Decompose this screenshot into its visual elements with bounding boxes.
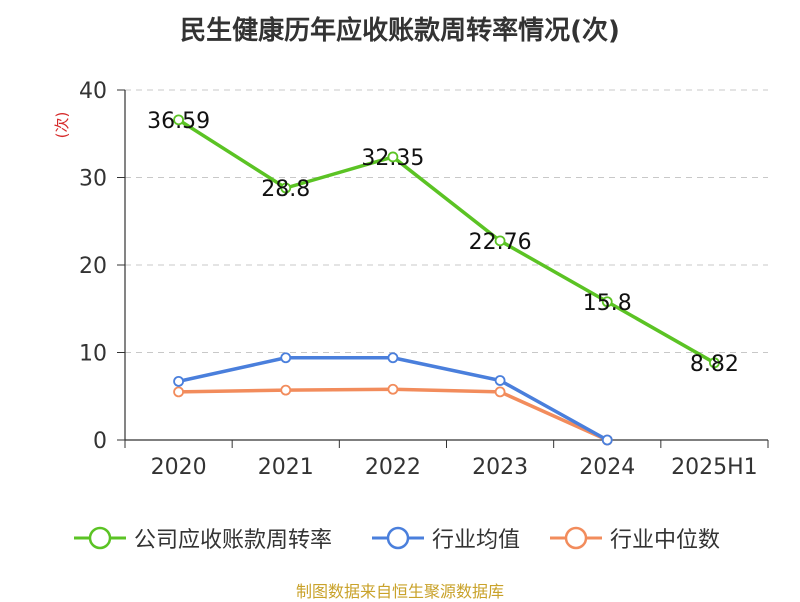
data-point [173, 375, 184, 387]
data-point [173, 386, 184, 398]
legend-marker-icon [372, 526, 424, 550]
y-tick-label: 40 [79, 79, 107, 104]
legend: 公司应收账款周转率 行业均值 行业中位数 [0, 520, 800, 560]
axes: 0 10 20 30 40 2020 2021 2022 2023 2024 2025H1 (次) [53, 79, 769, 480]
x-tick-label: 2021 [258, 455, 314, 480]
data-point [387, 383, 399, 395]
data-point [601, 434, 613, 446]
x-tick-label: 2024 [579, 455, 635, 480]
y-tick-label: 10 [79, 342, 107, 367]
data-point [280, 182, 292, 194]
series [173, 114, 720, 446]
x-tick-label: 2023 [472, 455, 528, 480]
legend-label: 行业中位数 [610, 528, 721, 553]
legend-item[interactable]: 公司应收账款周转率 [72, 520, 332, 556]
data-label: 22.76 [469, 230, 532, 255]
legend-marker-icon [550, 526, 602, 550]
data-point [494, 235, 506, 247]
y-axis-label: (次) [53, 112, 71, 139]
data-point [387, 151, 399, 163]
legend-label: 行业均值 [432, 528, 521, 553]
legend-marker-icon [74, 526, 126, 550]
data-point [494, 386, 506, 398]
series-line [178, 387, 608, 442]
x-tick-label: 2025H1 [671, 455, 758, 480]
source-note: 制图数据来自恒生聚源数据库 [295, 582, 504, 601]
series-line [178, 356, 609, 442]
y-tick-label: 0 [93, 429, 107, 454]
data-label: 8.82 [690, 352, 739, 377]
data-point [601, 296, 613, 308]
data-point [280, 384, 292, 396]
y-tick-label: 20 [79, 254, 107, 279]
y-tick-label: 30 [79, 167, 107, 192]
data-labels: 36.59 28.8 32.35 22.76 15.8 8.82 [147, 109, 739, 377]
data-label: 28.8 [261, 177, 310, 202]
series-line [177, 118, 716, 365]
legend-item[interactable]: 行业均值 [370, 520, 520, 556]
legend-item[interactable]: 行业中位数 [548, 520, 720, 556]
data-point [709, 357, 720, 369]
data-point [494, 375, 506, 386]
x-tick-label: 2020 [151, 455, 207, 480]
data-point [173, 114, 184, 126]
data-label: 32.35 [361, 146, 424, 171]
data-point [280, 352, 292, 364]
data-point [387, 352, 399, 364]
gridlines [125, 89, 768, 353]
chart-title: 民生健康历年应收账款周转率情况(次) [180, 16, 620, 46]
data-label: 15.8 [583, 291, 632, 316]
legend-label: 公司应收账款周转率 [134, 528, 333, 553]
x-tick-label: 2022 [365, 455, 421, 480]
data-label: 36.59 [147, 109, 210, 134]
